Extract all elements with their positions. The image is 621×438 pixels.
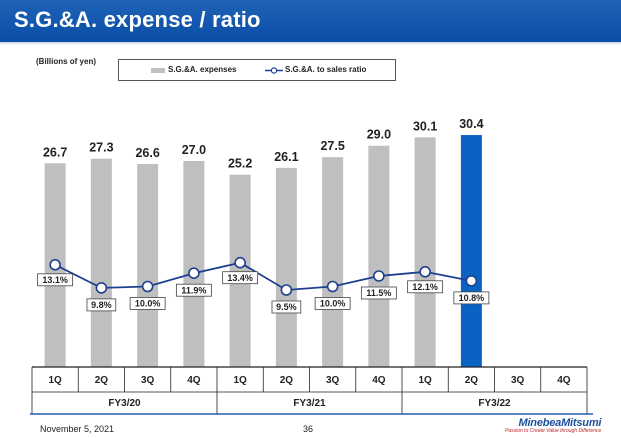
- ratio-label-box: [453, 291, 490, 305]
- bar: [414, 137, 436, 367]
- category-label: 4Q: [372, 375, 386, 386]
- bar-value-label: 27.3: [89, 141, 113, 155]
- ratio-point: [234, 256, 246, 269]
- chart-legend: S.G.&A. expenses S.G.&A. to sales ratio: [118, 59, 396, 81]
- category-label: 1Q: [233, 375, 247, 386]
- legend-line-swatch: [265, 67, 283, 74]
- ratio-point: [188, 267, 200, 280]
- ratio-value-label: 13.1%: [42, 275, 68, 285]
- ratio-point: [95, 282, 108, 294]
- ratio-value-label: 12.1%: [412, 282, 438, 292]
- ratio-point: [49, 258, 61, 271]
- ratio-label-box: [37, 273, 74, 287]
- ratio-point: [141, 280, 154, 293]
- ratio-value-label: 9.8%: [91, 300, 112, 310]
- ratio-label-box: [175, 283, 212, 297]
- bar: [322, 157, 344, 367]
- fiscal-year-label: FY3/21: [293, 398, 326, 409]
- category-label: 4Q: [557, 375, 571, 386]
- page-title: S.G.&A. expense / ratio: [14, 7, 261, 32]
- bar: [275, 167, 297, 367]
- ratio-value-label: 10.0%: [320, 299, 346, 309]
- ratio-value-label: 11.9%: [181, 285, 206, 295]
- bar-value-label: 30.4: [459, 117, 483, 131]
- bar-value-label: 27.5: [320, 139, 344, 153]
- legend-bar-swatch: [151, 68, 165, 73]
- ratio-label-box: [222, 271, 259, 285]
- bar-value-label: 26.6: [135, 146, 159, 160]
- bar: [460, 135, 482, 367]
- bar: [229, 174, 251, 367]
- logo-tagline: Passion to Create Value through Differen…: [505, 428, 602, 434]
- ratio-value-label: 10.8%: [459, 293, 485, 303]
- ratio-label-box: [86, 298, 117, 312]
- fiscal-year-label: FY3/20: [108, 398, 141, 409]
- ratio-label-box: [360, 286, 397, 300]
- company-logo: MinebeaMitsumi Passion to Create Value t…: [505, 417, 601, 434]
- ratio-value-label: 13.4%: [227, 273, 253, 283]
- bar: [137, 164, 159, 367]
- bar: [183, 160, 205, 367]
- bar-value-label: 30.1: [413, 119, 437, 133]
- category-label: 3Q: [511, 375, 525, 386]
- ratio-value-label: 11.5%: [366, 288, 391, 298]
- ratio-value-label: 10.0%: [135, 299, 161, 309]
- ratio-point: [326, 280, 339, 293]
- ratio-point: [280, 284, 293, 296]
- title-bar: S.G.&A. expense / ratio: [0, 0, 621, 45]
- ratio-value-label: 9.5%: [276, 302, 297, 312]
- bar: [368, 145, 390, 367]
- ratio-label-box: [407, 280, 444, 294]
- category-label: 2Q: [280, 375, 294, 386]
- bar-value-label: 29.0: [367, 128, 391, 142]
- logo-name: MinebeaMitsumi: [518, 417, 602, 429]
- footer-date: November 5, 2021: [40, 424, 115, 434]
- bar: [90, 158, 112, 367]
- ratio-label-box: [271, 300, 302, 314]
- unit-label: (Billions of yen): [36, 57, 96, 66]
- category-label: 1Q: [418, 375, 432, 386]
- ratio-point: [465, 275, 478, 287]
- category-label: 3Q: [326, 375, 340, 386]
- bar-value-label: 25.2: [228, 157, 252, 171]
- ratio-label-box: [129, 297, 166, 310]
- category-label: 2Q: [95, 375, 109, 386]
- bar-value-label: 26.1: [274, 150, 298, 164]
- page-number: 36: [303, 424, 314, 434]
- legend-label-expenses: S.G.&A. expenses: [168, 65, 237, 74]
- ratio-point: [419, 265, 431, 278]
- category-label: 4Q: [187, 375, 201, 386]
- bar-value-label: 26.7: [43, 145, 67, 159]
- category-label: 2Q: [465, 375, 479, 386]
- fiscal-year-label: FY3/22: [478, 398, 511, 409]
- bar-value-label: 27.0: [182, 143, 206, 157]
- ratio-label-box: [314, 297, 351, 310]
- legend-label-ratio: S.G.&A. to sales ratio: [285, 65, 367, 74]
- ratio-line: [54, 261, 472, 291]
- category-label: 1Q: [48, 375, 62, 386]
- ratio-point: [373, 270, 385, 282]
- category-label: 3Q: [141, 375, 155, 386]
